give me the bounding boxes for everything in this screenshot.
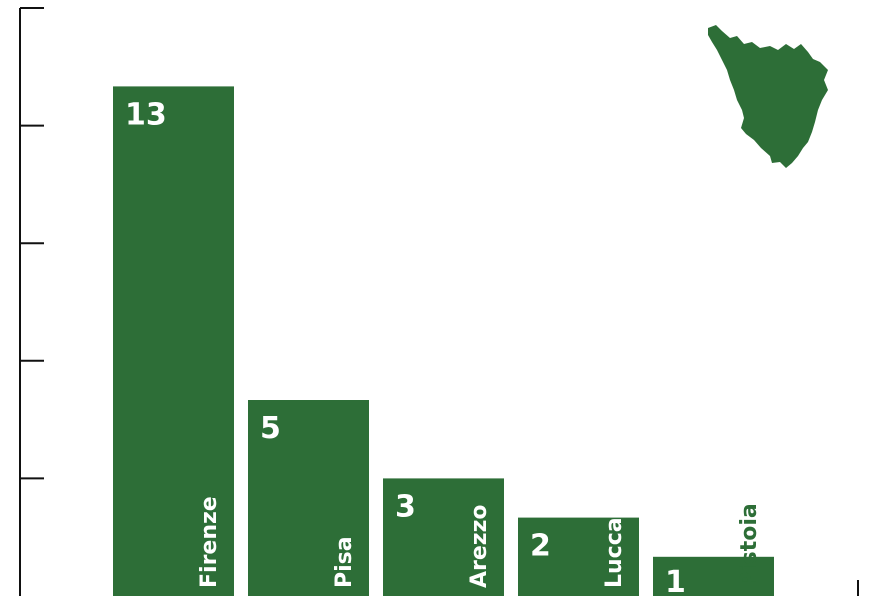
bar-category-label: Lucca [602, 517, 627, 588]
bar-group-firenze: 13 Firenze [113, 86, 234, 596]
bar-category-label: Pisa [332, 536, 357, 588]
bar-pisa [248, 400, 369, 596]
bars: 13 Firenze 5 Pisa 3 Arezzo 2 Lucca 1 Pistoia [113, 86, 774, 596]
tuscany-map-icon [708, 25, 828, 168]
bar-value-label: 5 [260, 411, 281, 446]
bar-value-label: 1 [665, 565, 686, 596]
bar-group-lucca: 2 Lucca [518, 517, 639, 596]
bar-group-arezzo: 3 Arezzo [383, 478, 504, 596]
bar-group-pisa: 5 Pisa [248, 400, 369, 596]
bar-firenze [113, 86, 234, 596]
bar-category-label: Firenze [197, 496, 222, 588]
bar-category-label: Arezzo [467, 504, 492, 588]
bar-pistoia [653, 556, 774, 596]
bar-value-label: 3 [395, 489, 416, 524]
bar-lucca [518, 517, 639, 596]
bar-value-label: 13 [125, 97, 167, 132]
bar-group-pistoia: 1 Pistoia [653, 503, 774, 596]
bar-value-label: 2 [530, 529, 551, 564]
bar-arezzo [383, 478, 504, 596]
bar-category-label: Pistoia [737, 503, 762, 588]
y-axis [19, 7, 859, 596]
